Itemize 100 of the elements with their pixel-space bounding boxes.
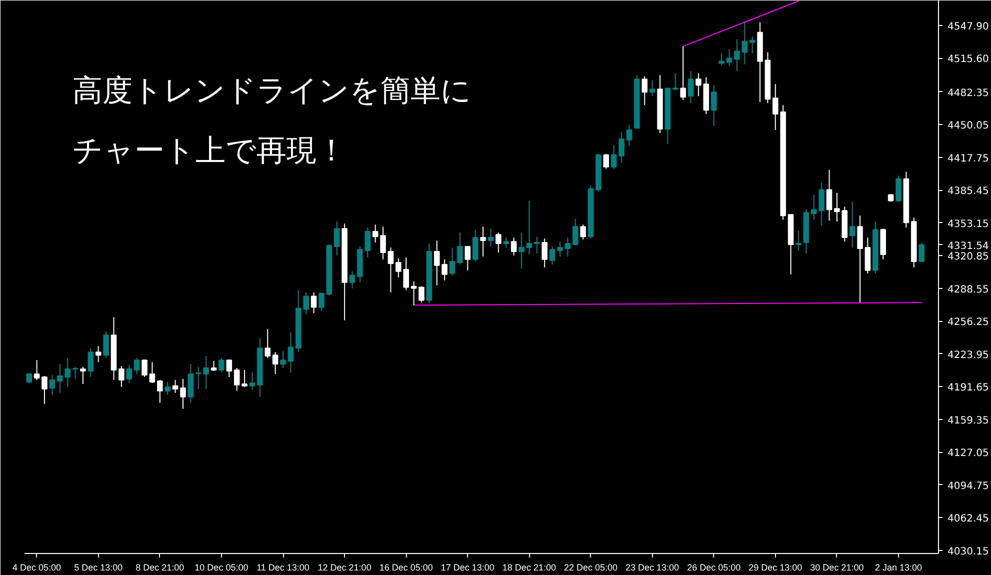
candlestick bbox=[918, 242, 924, 262]
candlestick bbox=[549, 246, 556, 265]
y-tick-label: 4256.25 bbox=[948, 317, 989, 328]
candlestick bbox=[349, 270, 356, 289]
y-tick-label: 4417.75 bbox=[948, 153, 989, 164]
candlestick bbox=[688, 70, 694, 104]
candlestick bbox=[710, 84, 717, 126]
x-tick-label: 17 Dec 13:00 bbox=[440, 562, 494, 572]
candlestick bbox=[610, 144, 617, 170]
candlestick bbox=[118, 366, 124, 388]
candlestick bbox=[480, 226, 486, 257]
y-tick-label: 4127.05 bbox=[948, 448, 989, 460]
candlestick bbox=[42, 375, 48, 404]
candlestick bbox=[557, 241, 563, 257]
candlestick bbox=[626, 124, 632, 146]
candlestick bbox=[834, 192, 840, 222]
candlestick bbox=[718, 52, 724, 66]
x-tick-label: 10 Dec 05:00 bbox=[194, 562, 248, 572]
candlestick bbox=[496, 232, 502, 254]
candlestick bbox=[142, 359, 148, 378]
y-tick-label: 4515.60 bbox=[948, 54, 989, 66]
candlestick bbox=[572, 218, 578, 246]
candlestick bbox=[849, 201, 856, 248]
candlestick bbox=[288, 332, 294, 374]
candlestick bbox=[103, 330, 109, 359]
candlestick bbox=[34, 360, 40, 380]
y-tick-label: 4385.45 bbox=[948, 186, 989, 198]
candlestick bbox=[272, 352, 278, 374]
candlestick bbox=[226, 359, 232, 378]
y-tick-label: 4062.45 bbox=[948, 514, 989, 525]
candlestick bbox=[534, 236, 540, 254]
x-tick-label: 23 Dec 13:00 bbox=[626, 562, 680, 572]
candlestick bbox=[380, 226, 386, 260]
candlestick bbox=[857, 215, 863, 303]
candlestick bbox=[26, 372, 32, 384]
y-tick-label: 4191.65 bbox=[948, 382, 989, 394]
candlestick bbox=[464, 246, 471, 271]
y-tick-label: 4094.75 bbox=[948, 480, 989, 492]
candlestick bbox=[564, 237, 571, 257]
candlestick bbox=[242, 370, 248, 388]
x-tick-label: 11 Dec 13:00 bbox=[256, 562, 310, 572]
candlestick bbox=[542, 238, 548, 268]
candlestick bbox=[210, 360, 217, 372]
y-tick-label: 4547.90 bbox=[948, 21, 989, 32]
candlestick bbox=[510, 237, 517, 256]
candlestick bbox=[72, 366, 78, 380]
candlestick bbox=[134, 358, 140, 374]
y-tick-label: 4331.54 bbox=[948, 240, 989, 252]
x-tick-label: 4 Dec 05:00 bbox=[12, 562, 62, 572]
y-tick-label: 4450.05 bbox=[948, 120, 989, 132]
x-tick-label: 26 Dec 05:00 bbox=[687, 562, 741, 572]
candlestick bbox=[826, 169, 832, 222]
candlestick bbox=[88, 348, 94, 378]
candlestick bbox=[280, 350, 286, 368]
candlestick bbox=[726, 48, 732, 67]
candlestick bbox=[864, 237, 871, 274]
candlestick bbox=[80, 366, 86, 384]
candlestick bbox=[680, 46, 686, 101]
candlestick bbox=[388, 247, 394, 293]
candlestick bbox=[334, 221, 340, 256]
candlestick bbox=[896, 175, 902, 202]
x-tick-label: 18 Dec 21:00 bbox=[502, 562, 556, 572]
candlestick bbox=[818, 182, 824, 226]
candlestick bbox=[642, 76, 648, 106]
y-tick-label: 4223.95 bbox=[948, 350, 989, 361]
candlestick bbox=[503, 237, 510, 248]
candlestick bbox=[234, 367, 240, 392]
candlestick bbox=[318, 292, 324, 312]
x-tick-label: 2 Jan 13:00 bbox=[874, 562, 922, 572]
candlestick bbox=[172, 379, 178, 394]
candlestick bbox=[180, 378, 186, 410]
y-tick-label: 4159.35 bbox=[948, 415, 989, 426]
candlestick bbox=[672, 72, 678, 91]
candlestick bbox=[188, 364, 194, 404]
candlestick bbox=[264, 328, 271, 359]
candlestick bbox=[603, 153, 610, 170]
candlestick bbox=[95, 346, 102, 363]
candlestick bbox=[518, 232, 524, 269]
candlestick bbox=[580, 224, 586, 240]
y-tick-label: 4482.35 bbox=[948, 88, 989, 99]
candlestick bbox=[149, 362, 156, 384]
x-tick-label: 8 Dec 21:00 bbox=[136, 562, 184, 572]
x-tick-label: 5 Dec 13:00 bbox=[74, 562, 123, 572]
candlestick bbox=[249, 372, 256, 390]
x-tick-label: 30 Dec 21:00 bbox=[810, 562, 864, 572]
candlestick bbox=[696, 72, 702, 97]
candlestick bbox=[372, 224, 378, 243]
y-tick-label: 4288.55 bbox=[948, 284, 989, 296]
candlestick bbox=[618, 131, 624, 164]
candlestick bbox=[164, 381, 170, 396]
x-tick-label: 12 Dec 21:00 bbox=[318, 562, 372, 572]
candlestick bbox=[649, 80, 656, 97]
candlestick bbox=[410, 280, 417, 306]
y-tick-label: 4320.85 bbox=[948, 252, 989, 263]
x-tick-label: 29 Dec 13:00 bbox=[748, 562, 802, 572]
y-tick-label: 4030.15 bbox=[948, 546, 989, 558]
candlestick bbox=[796, 230, 802, 251]
candlestick bbox=[126, 364, 132, 384]
candlestick bbox=[488, 228, 494, 248]
candlestick bbox=[457, 232, 463, 265]
